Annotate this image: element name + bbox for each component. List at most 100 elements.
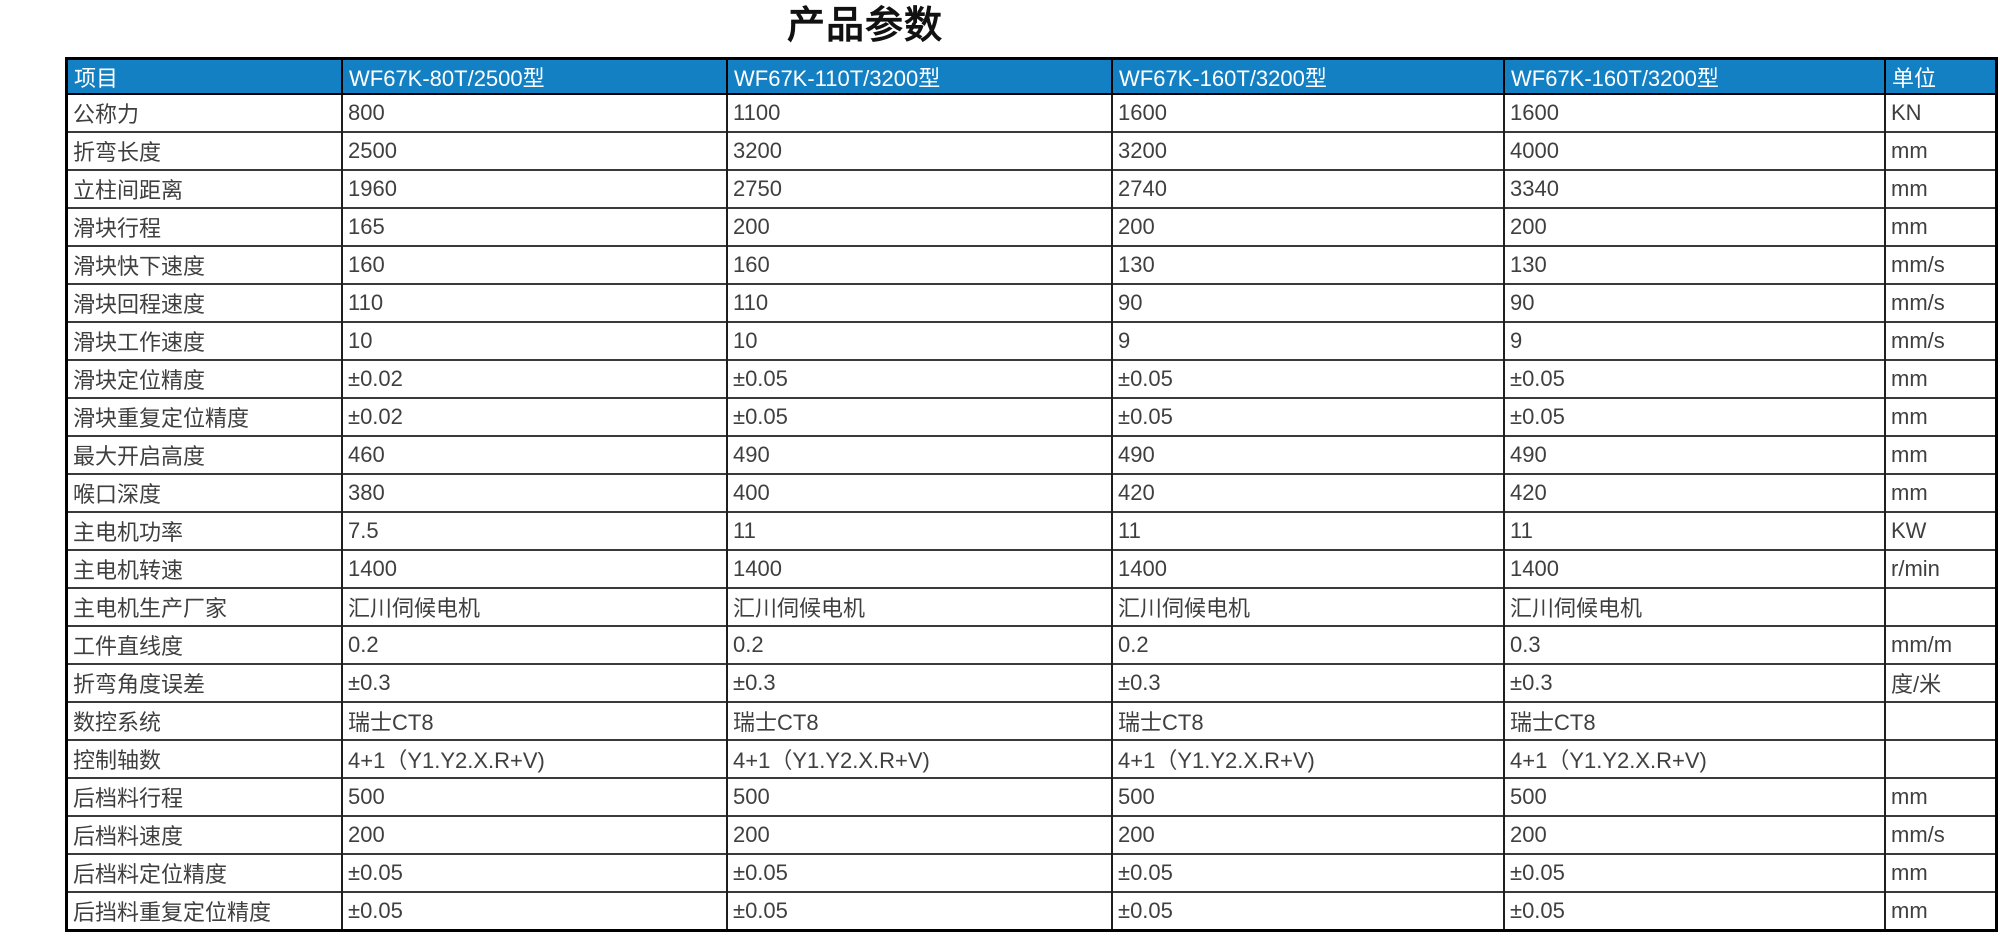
row-unit: mm/s — [1884, 283, 1997, 322]
row-unit: mm — [1884, 397, 1997, 436]
row-value: ±0.05 — [1503, 397, 1885, 436]
row-value: ±0.05 — [1111, 397, 1504, 436]
column-header-3: WF67K-160T/3200型 — [1111, 58, 1504, 95]
row-value: 1600 — [1503, 94, 1885, 132]
row-value: 200 — [1503, 207, 1885, 246]
row-value: 7.5 — [341, 511, 727, 550]
row-label: 立柱间距离 — [66, 169, 342, 208]
table-header-row: 项目 WF67K-80T/2500型 WF67K-110T/3200型 WF67K-1… — [66, 58, 1997, 95]
table-row: 控制轴数 4+1（Y1.Y2.X.R+V) 4+1（Y1.Y2.X.R+V) 4+1（… — [66, 739, 1997, 778]
column-header-5: 单位 — [1884, 58, 1997, 95]
row-value: 9 — [1111, 321, 1504, 360]
row-unit — [1884, 739, 1997, 778]
row-unit: mm — [1884, 169, 1997, 208]
table-row: 公称力 800 1100 1600 1600 KN — [67, 94, 1997, 132]
row-value: 汇川伺候电机 — [1111, 587, 1504, 626]
row-value: 90 — [1503, 283, 1885, 322]
row-unit: mm/s — [1884, 245, 1997, 284]
row-value: 200 — [726, 815, 1112, 854]
row-value: 2740 — [1111, 169, 1504, 208]
row-unit: mm/s — [1884, 815, 1997, 854]
row-value: 瑞士CT8 — [341, 701, 727, 740]
table-row: 滑块快下速度 160 160 130 130 mm/s — [66, 245, 1997, 284]
row-label: 喉口深度 — [66, 473, 342, 512]
row-label: 主电机生产厂家 — [66, 587, 342, 626]
row-value: 500 — [1503, 777, 1885, 816]
table-row: 最大开启高度 460 490 490 490 mm — [66, 435, 1997, 474]
row-value: ±0.02 — [341, 359, 727, 398]
row-value: 1400 — [341, 549, 727, 588]
table-row: 后挡料重复定位精度 ±0.05 ±0.05 ±0.05 ±0.05 mm — [66, 891, 1997, 931]
column-header-1: WF67K-80T/2500型 — [341, 58, 727, 95]
row-value: 3200 — [726, 131, 1112, 170]
row-value: 110 — [726, 283, 1112, 322]
row-value: 瑞士CT8 — [726, 701, 1112, 740]
row-unit: KW — [1884, 511, 1997, 550]
table-row: 折弯角度误差 ±0.3 ±0.3 ±0.3 ±0.3 度/米 — [66, 663, 1997, 702]
row-label: 控制轴数 — [66, 739, 342, 778]
row-label: 数控系统 — [66, 701, 342, 740]
table-row: 立柱间距离 1960 2750 2740 3340 mm — [66, 169, 1997, 208]
table-row: 后档料定位精度 ±0.05 ±0.05 ±0.05 ±0.05 mm — [66, 853, 1997, 892]
row-value: 3340 — [1503, 169, 1885, 208]
row-value: 11 — [1503, 511, 1885, 550]
table-row: 滑块定位精度 ±0.02 ±0.05 ±0.05 ±0.05 mm — [66, 359, 1997, 398]
row-value: 1960 — [341, 169, 727, 208]
row-value: 200 — [1503, 815, 1885, 854]
row-unit: mm — [1884, 853, 1997, 892]
column-header-0: 项目 — [66, 58, 342, 95]
row-unit: mm — [1884, 435, 1997, 474]
row-label: 滑块行程 — [66, 207, 342, 246]
column-header-2: WF67K-110T/3200型 — [726, 58, 1112, 95]
row-unit: mm — [1884, 207, 1997, 246]
row-value: 0.2 — [341, 625, 727, 664]
row-value: 1400 — [1111, 549, 1504, 588]
row-value: 汇川伺候电机 — [726, 587, 1112, 626]
row-value: ±0.05 — [1111, 359, 1504, 398]
table-row: 喉口深度 380 400 420 420 mm — [66, 473, 1997, 512]
row-value: 4+1（Y1.Y2.X.R+V) — [1503, 739, 1885, 778]
table-row: 主电机转速 1400 1400 1400 1400 r/min — [66, 549, 1997, 588]
row-label: 主电机转速 — [66, 549, 342, 588]
row-label: 滑块回程速度 — [66, 283, 342, 322]
row-value: ±0.05 — [726, 397, 1112, 436]
row-value: 460 — [341, 435, 727, 474]
row-value: 4+1（Y1.Y2.X.R+V) — [726, 739, 1112, 778]
row-value: 4000 — [1503, 131, 1885, 170]
row-label: 滑块重复定位精度 — [66, 397, 342, 436]
row-value: ±0.05 — [1111, 853, 1504, 892]
table-row: 主电机生产厂家 汇川伺候电机 汇川伺候电机 汇川伺候电机 汇川伺候电机 — [66, 587, 1997, 626]
row-value: ±0.05 — [1503, 891, 1885, 931]
row-value: 2750 — [726, 169, 1112, 208]
row-unit — [1884, 587, 1997, 626]
row-value: ±0.05 — [1503, 359, 1885, 398]
table-row: 工件直线度 0.2 0.2 0.2 0.3 mm/m — [66, 625, 1997, 664]
row-label: 后档料定位精度 — [66, 853, 342, 892]
row-value: 10 — [726, 321, 1112, 360]
row-unit: mm — [1884, 777, 1997, 816]
row-value: ±0.05 — [341, 891, 727, 931]
row-value: 380 — [341, 473, 727, 512]
row-value: 1100 — [726, 94, 1112, 132]
row-value: 200 — [341, 815, 727, 854]
row-value: 11 — [1111, 511, 1504, 550]
row-value: 2500 — [341, 131, 727, 170]
row-value: 90 — [1111, 283, 1504, 322]
row-value: 490 — [1503, 435, 1885, 474]
row-label: 主电机功率 — [66, 511, 342, 550]
row-value: ±0.3 — [726, 663, 1112, 702]
row-value: 200 — [726, 207, 1112, 246]
row-value: 200 — [1111, 207, 1504, 246]
row-unit: mm/m — [1884, 625, 1997, 664]
row-label: 后档料行程 — [66, 777, 342, 816]
row-label: 公称力 — [73, 102, 140, 127]
row-value: 420 — [1503, 473, 1885, 512]
table-row: 滑块行程 165 200 200 200 mm — [66, 207, 1997, 246]
table-row: 折弯长度 2500 3200 3200 4000 mm — [66, 131, 1997, 170]
row-value: 490 — [1111, 435, 1504, 474]
row-value: 160 — [341, 245, 727, 284]
row-value: 420 — [1111, 473, 1504, 512]
row-value: 500 — [1111, 777, 1504, 816]
table-body: 公称力 800 1100 1600 1600 KN 折弯长度 2500 3200 3200 4000… — [66, 94, 1997, 931]
table-header: 项目 WF67K-80T/2500型 WF67K-110T/3200型 WF67K-1… — [66, 58, 1997, 95]
